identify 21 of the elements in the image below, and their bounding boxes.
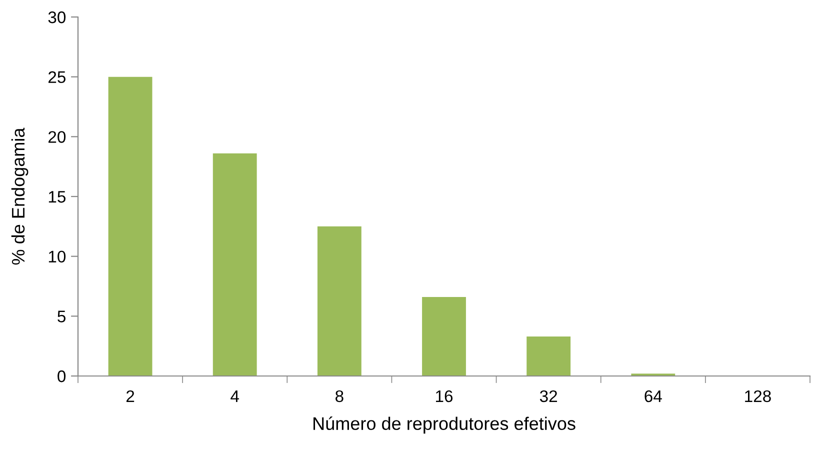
y-tick-label: 5 [58,310,66,322]
x-axis-title: Número de reprodutores efetivos [314,416,576,434]
x-tick-label: 8 [336,390,344,402]
y-tick-label: 0 [58,370,66,382]
bar [108,76,152,376]
y-tick-label: 25 [48,71,66,84]
y-tick-label: 20 [48,131,66,143]
y-tick-label: 10 [48,250,66,263]
x-tick-label: 64 [644,390,662,402]
y-tick-label: 30 [48,11,66,24]
bar [526,336,571,376]
x-tick-label: 2 [126,390,134,402]
x-tick-label: 32 [540,390,558,402]
x-tick-label: 128 [745,390,771,402]
y-axis-title: % de Endogamia [11,128,28,265]
y-tick-label: 15 [48,191,66,203]
bar [422,297,466,376]
bar [317,226,362,376]
bar [212,153,257,376]
x-tick-label: 16 [436,390,453,402]
x-tick-label: 4 [230,390,240,402]
